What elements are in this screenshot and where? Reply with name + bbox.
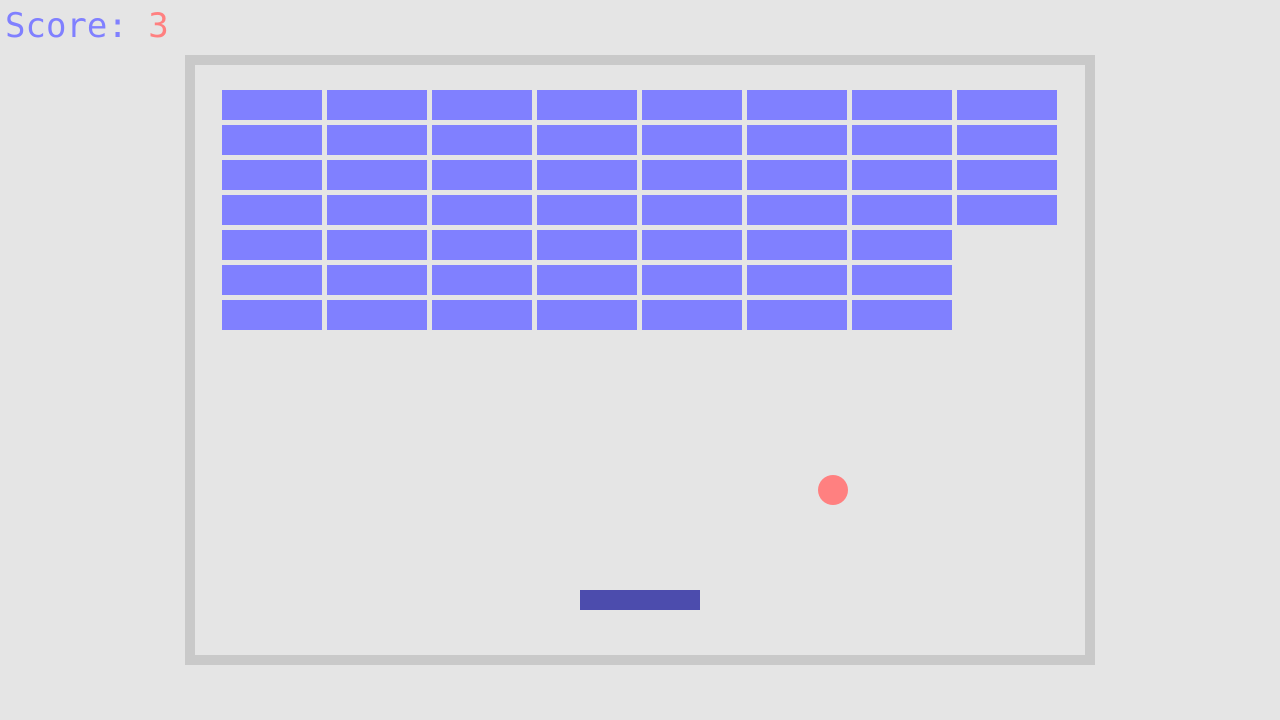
- brick: [852, 265, 952, 295]
- brick: [642, 265, 742, 295]
- brick: [642, 125, 742, 155]
- brick: [642, 230, 742, 260]
- brick: [537, 230, 637, 260]
- brick: [537, 160, 637, 190]
- brick: [642, 300, 742, 330]
- brick: [432, 300, 532, 330]
- brick: [852, 195, 952, 225]
- brick: [327, 160, 427, 190]
- brick: [852, 230, 952, 260]
- brick: [747, 230, 847, 260]
- brick: [747, 160, 847, 190]
- brick: [537, 195, 637, 225]
- brick: [957, 195, 1057, 225]
- brick: [327, 125, 427, 155]
- brick: [222, 90, 322, 120]
- brick: [222, 230, 322, 260]
- brick: [642, 90, 742, 120]
- brick: [432, 160, 532, 190]
- brick: [537, 90, 637, 120]
- brick: [222, 300, 322, 330]
- brick: [537, 125, 637, 155]
- brick: [642, 160, 742, 190]
- brick: [222, 160, 322, 190]
- score-display: Score: 3: [5, 4, 169, 48]
- brick: [327, 195, 427, 225]
- brick: [432, 230, 532, 260]
- brick: [747, 125, 847, 155]
- brick: [852, 125, 952, 155]
- brick: [747, 265, 847, 295]
- brick: [747, 90, 847, 120]
- brick: [537, 265, 637, 295]
- brick: [432, 265, 532, 295]
- game-field[interactable]: [185, 55, 1095, 665]
- brick: [327, 230, 427, 260]
- brick: [327, 265, 427, 295]
- brick: [957, 125, 1057, 155]
- brick: [222, 195, 322, 225]
- brick: [852, 300, 952, 330]
- brick: [957, 90, 1057, 120]
- paddle[interactable]: [580, 590, 700, 610]
- brick: [432, 125, 532, 155]
- brick: [642, 195, 742, 225]
- score-label: Score:: [5, 6, 149, 46]
- brick: [537, 300, 637, 330]
- brick: [432, 90, 532, 120]
- brick: [852, 90, 952, 120]
- brick: [747, 300, 847, 330]
- ball: [818, 475, 848, 505]
- brick: [852, 160, 952, 190]
- brick: [432, 195, 532, 225]
- brick: [327, 90, 427, 120]
- brick: [222, 125, 322, 155]
- brick: [327, 300, 427, 330]
- brick: [222, 265, 322, 295]
- score-value: 3: [148, 6, 169, 46]
- brick: [747, 195, 847, 225]
- brick: [957, 160, 1057, 190]
